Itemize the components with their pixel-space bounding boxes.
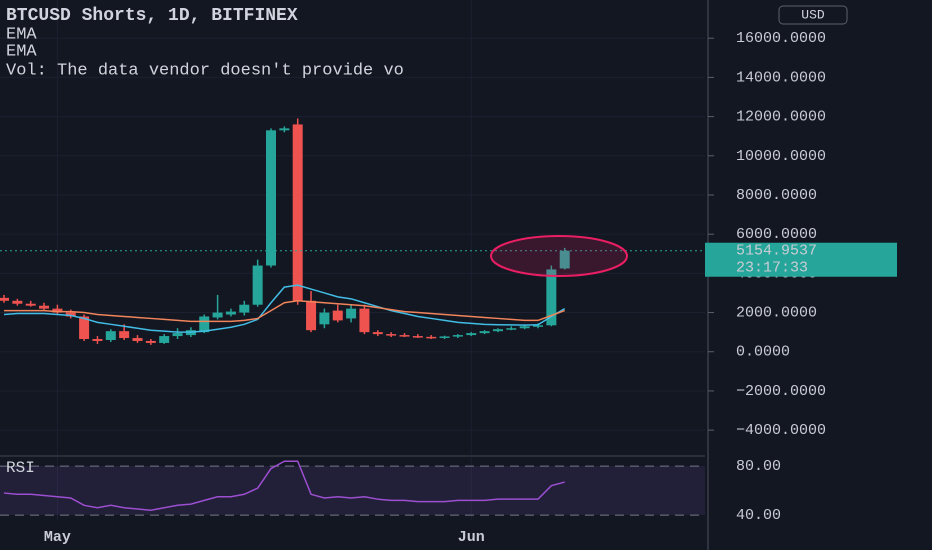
last-price-label: 5154.9537 [736,243,817,260]
candle-body [372,332,383,335]
rsi-line [3,460,565,511]
candle-body [519,326,530,329]
candle-body [199,316,210,333]
candle-body [559,250,570,269]
candle-body [346,308,357,319]
candle-body [306,300,317,331]
candle-body [319,312,330,325]
candle-body [79,316,90,340]
plot [0,118,705,511]
last-price-box [705,242,897,277]
grid [0,0,705,520]
candle-body [492,329,503,332]
candle-body [332,310,343,321]
y-tick-label: 80.00 [736,458,781,475]
y-tick-label: 8000.0000 [736,187,817,204]
candle-body [212,312,223,318]
candle-body [172,333,183,337]
candle-body [145,340,156,343]
candle-body [359,308,370,333]
y-tick-label: 6000.0000 [736,226,817,243]
vol-legend: Vol: The data vendor doesn't provide vo [6,61,404,80]
candle-body [466,333,477,336]
candle-body [239,304,250,313]
y-tick-label: 2000.0000 [736,305,817,322]
candle-body [426,336,437,339]
candle-body [25,303,36,306]
candle-body [0,297,9,301]
candle-body [386,334,397,336]
candle-body [479,331,490,334]
candle-body [399,335,410,337]
candle-body [105,331,116,340]
countdown-label: 23:17:33 [736,260,808,277]
rsi-title: RSI [6,459,35,477]
candle-body [52,308,63,313]
ema-line [3,284,566,333]
candle-body [292,124,303,301]
legend: BTCUSD Shorts, 1D, BITFINEX EMA EMA Vol:… [6,6,404,477]
candle-body [225,311,236,315]
y-tick-label: 12000.0000 [736,109,826,126]
candle-body [412,336,423,338]
y-tick-label: −2000.0000 [736,383,826,400]
axes: 16000.0000 14000.0000 12000.0000 10000.0000… [44,30,897,546]
candle-body [439,336,450,338]
y-tick-label: 40.00 [736,507,781,524]
y-tick-label: 14000.0000 [736,69,826,86]
ema-line [4,300,565,323]
candle-body [452,335,463,337]
legend-entry: EMA [6,42,37,61]
currency-button[interactable] [778,5,848,25]
candle-body [119,331,130,339]
y-tick-label: −4000.0000 [736,422,826,439]
candle-body [266,130,276,266]
candle-body [12,300,23,304]
y-tick-label: 10000.0000 [736,148,826,165]
y-tick-label: 0.0000 [736,344,790,361]
candle-body [279,128,290,131]
candle-body [252,265,263,305]
candle-body [65,312,76,317]
candle-body [132,338,143,341]
currency-label[interactable]: USD [801,7,825,22]
rsi-band [0,466,705,515]
legend-entry: EMA [6,25,37,44]
chart-title: BTCUSD Shorts, 1D, BITFINEX [6,6,298,26]
candle-body [92,339,103,341]
candle-body [39,305,50,309]
x-tick-label: May [44,529,71,546]
candle-body [533,325,543,327]
candle-body [506,328,517,330]
x-tick-label: Jun [458,529,485,546]
y-tick-label: 16000.0000 [736,30,826,47]
candle-body [159,336,170,343]
highlight-ellipse [490,235,628,277]
candle-body [546,269,557,326]
